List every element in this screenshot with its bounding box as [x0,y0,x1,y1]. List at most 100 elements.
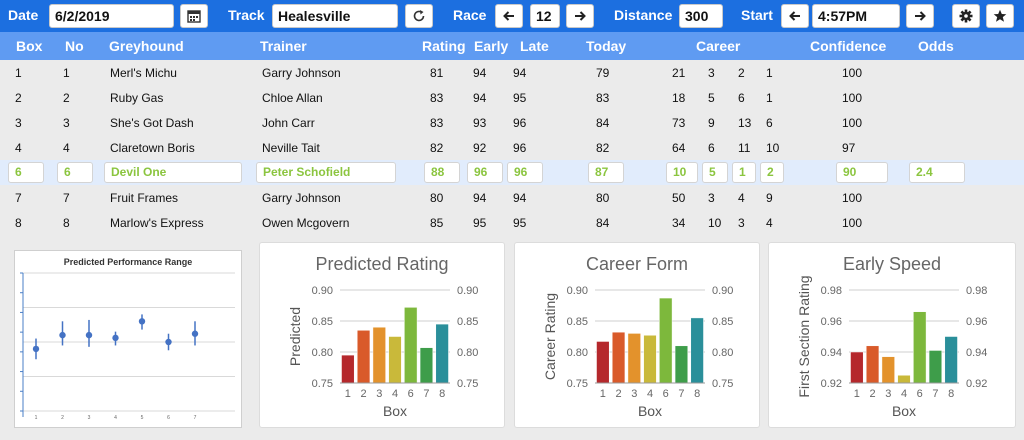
y-tick-label: 0.75 [312,378,333,390]
bar [372,326,386,384]
y2-tick-label: 0.90 [712,285,733,297]
y-tick-label: 0.96 [821,316,842,328]
col-rating[interactable]: Rating [422,38,466,54]
col-no[interactable]: No [65,38,84,54]
x-tick-label: 7 [932,388,938,400]
bar [643,335,657,384]
settings-button[interactable] [952,4,980,28]
career-seconds-cell: 11 [738,141,751,155]
start-time-input[interactable]: 4:57PM [812,4,900,28]
race-input[interactable]: 12 [530,4,560,28]
y-tick-label: 0.92 [821,378,842,390]
table-row-selected[interactable]: 6 6 Devil One Peter Schofield 88 96 96 87 10 5 1 2 9… [0,160,1024,185]
table-row[interactable]: 7 7 Fruit Frames Garry Johnson 80 94 94 80 50 3 4 9… [0,185,1024,210]
early-speed-title: Early Speed [842,254,942,274]
x-tick-label: 1 [854,388,860,400]
early-cell: 95 [473,216,487,230]
box-cell: 6 [8,162,44,183]
box-cell: 7 [15,191,22,205]
refresh-icon [413,10,425,22]
col-greyhound[interactable]: Greyhound [109,38,184,54]
x-tick-label: 2 [870,388,876,400]
box-cell: 2 [15,91,22,105]
rating-cell: 83 [430,91,444,105]
rating-cell: 85 [430,216,444,230]
y-tick-label: 0.90 [567,285,588,297]
bar [865,345,880,384]
early-speed-chart: 0.92 0.92 0.94 0.94 0.96 0.96 0.98 0.98 1 2 3 4 6 7 8 B… [796,275,987,419]
date-input[interactable]: 6/2/2019 [49,4,174,28]
predicted-rating-chart: 0.75 0.75 0.80 0.80 0.85 0.85 0.90 0.90 1 2 3 4 6 7 8 B… [287,285,478,419]
col-today[interactable]: Today [586,38,627,54]
career-wins-cell: 3 [708,191,715,205]
distance-input[interactable]: 300 [679,4,723,28]
y-tick-label: 0.80 [312,347,333,359]
col-career[interactable]: Career [696,38,741,54]
box-cell: 8 [15,216,22,230]
early-cell: 94 [473,91,487,105]
table-row[interactable]: 2 2 Ruby Gas Chloe Allan 83 94 95 83 18 5 6 1 100 [0,85,1024,110]
today-cell: 79 [596,66,610,80]
table-row[interactable]: 1 1 Merl's Michu Garry Johnson 81 94 94 79 21 3 2 1… [0,60,1024,85]
y2-tick-label: 0.85 [457,316,478,328]
x-tick-label: 3 [376,388,382,400]
early-cell: 96 [467,162,503,183]
x-tick-label: 3 [631,388,637,400]
career-wins-cell: 10 [708,216,722,230]
y2-tick-label: 0.85 [712,316,733,328]
trainer-name: Chloe Allan [262,91,323,105]
confidence-cell: 100 [842,91,863,105]
race-next-button[interactable] [566,4,594,28]
race-prev-button[interactable] [495,4,523,28]
col-trainer[interactable]: Trainer [260,38,307,54]
bar [674,345,689,384]
performance-range-panel: Predicted Performance Range 1 2 3 4 5 6 7 [14,250,242,428]
predicted-rating-title: Predicted Rating [315,254,449,274]
y2-tick-label: 0.80 [457,347,478,359]
x-tick-label: 1 [600,388,606,400]
calendar-button[interactable] [180,4,208,28]
col-odds[interactable]: Odds [918,38,954,54]
x-tick-label: 2 [61,415,64,421]
x-tick-label: 4 [647,388,653,400]
x-tick-label: 1 [345,388,351,400]
y2-tick-label: 0.96 [966,316,987,328]
career-thirds-cell: 1 [766,66,773,80]
trainer-name: John Carr [262,116,315,130]
distance-label: Distance [614,7,673,23]
col-late[interactable]: Late [520,38,549,54]
x-tick-label: 2 [616,388,622,400]
x-axis-label: Box [383,403,407,419]
favorite-button[interactable] [986,4,1014,28]
x-tick-label: 2 [361,388,367,400]
career-wins-cell: 5 [708,91,715,105]
track-input[interactable]: Healesville [272,4,398,28]
early-cell: 92 [473,141,487,155]
start-next-button[interactable] [906,4,934,28]
career-thirds-cell: 1 [766,91,773,105]
odds-cell: 2.4 [909,162,965,183]
rating-cell: 83 [430,116,444,130]
y2-tick-label: 0.90 [457,285,478,297]
trainer-name: Garry Johnson [262,191,341,205]
no-cell: 2 [63,91,70,105]
y-tick-label: 0.85 [567,316,588,328]
table-row[interactable]: 8 8 Marlow's Express Owen Mcgovern 85 95 95 84 3… [0,210,1024,235]
bar [928,350,943,384]
refresh-button[interactable] [405,4,433,28]
date-label: Date [8,7,39,23]
confidence-cell: 100 [842,116,863,130]
career-wins-cell: 9 [708,116,715,130]
x-tick-label: 3 [885,388,891,400]
col-box[interactable]: Box [16,38,43,54]
col-early[interactable]: Early [474,38,509,54]
table-row[interactable]: 4 4 Claretown Boris Neville Tait 82 92 96 82 64 6… [0,135,1024,160]
x-tick-label: 8 [694,388,700,400]
x-tick-label: 8 [948,388,954,400]
rating-cell: 88 [424,162,460,183]
today-cell: 84 [596,116,610,130]
col-confidence[interactable]: Confidence [810,38,887,54]
rating-cell: 80 [430,191,444,205]
start-prev-button[interactable] [781,4,809,28]
table-row[interactable]: 3 3 She's Got Dash John Carr 83 93 96 84 73 9 13 6 1… [0,110,1024,135]
